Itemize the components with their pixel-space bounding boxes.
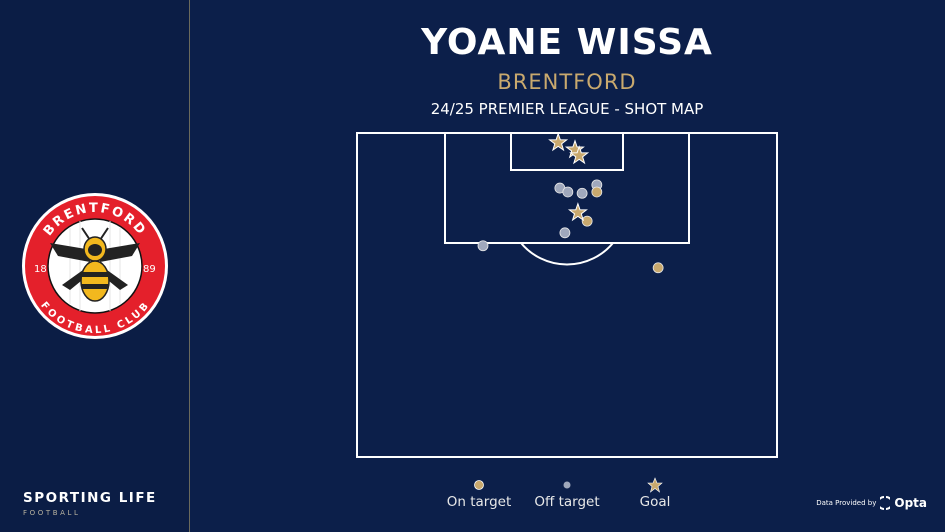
shot-on-target — [581, 215, 593, 227]
crest-year-left: 18 — [34, 264, 47, 275]
legend-off-target: Off target — [533, 478, 601, 510]
shot-off-target — [576, 187, 588, 199]
club-name: BRENTFORD — [497, 70, 637, 94]
sidebar: BRENTFORD FOOTBALL CLUB 18 89 SPORTING L… — [0, 0, 190, 532]
opta-logo-icon — [880, 496, 891, 510]
brentford-crest-logo: BRENTFORD FOOTBALL CLUB 18 89 — [22, 193, 168, 339]
shot-goal-star — [567, 202, 588, 222]
player-name: YOANE WISSA — [421, 22, 713, 63]
legend-on-target: On target — [446, 478, 512, 510]
shot-goal-star — [569, 145, 590, 165]
pitch-outline — [356, 132, 778, 458]
shot-off-target — [559, 227, 571, 239]
goal-star-icon — [647, 477, 663, 493]
data-credit: Data Provided by Opta — [816, 496, 927, 510]
crest-year-right: 89 — [143, 264, 156, 275]
on-target-dot-icon — [474, 480, 484, 490]
chart-subtitle: 24/25 PREMIER LEAGUE - SHOT MAP — [430, 100, 704, 118]
six-yard-box — [510, 132, 624, 171]
shot-off-target — [477, 240, 489, 252]
legend-goal: Goal — [636, 477, 674, 510]
shot-goal-star — [548, 132, 569, 152]
penalty-arc — [520, 242, 614, 266]
shot-on-target — [591, 186, 603, 198]
sporting-life-logo: SPORTING LIFE FOOTBALL — [23, 490, 157, 517]
shot-off-target — [562, 186, 574, 198]
shot-on-target — [652, 262, 664, 274]
off-target-dot-icon — [563, 481, 571, 489]
bee-icon — [50, 227, 140, 302]
